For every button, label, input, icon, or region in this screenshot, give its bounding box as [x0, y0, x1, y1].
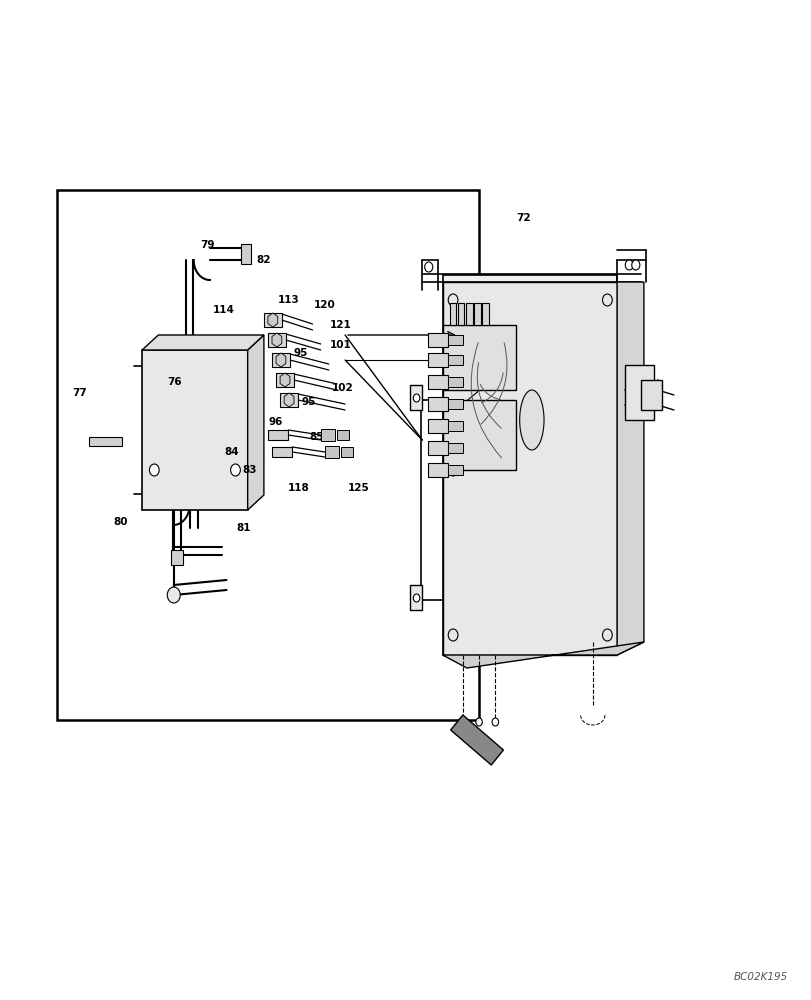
Text: 96: 96 [268, 417, 283, 427]
Bar [337, 430, 349, 440]
Bar [320, 429, 335, 441]
Bar [264, 313, 281, 327]
Text: 113: 113 [277, 295, 298, 305]
Polygon shape [142, 335, 264, 350]
Bar [268, 430, 288, 440]
Circle shape [602, 294, 611, 306]
Text: 80: 80 [113, 517, 127, 527]
Circle shape [167, 587, 180, 603]
Bar [427, 397, 448, 411]
Polygon shape [272, 333, 281, 347]
Text: 79: 79 [200, 240, 214, 250]
Polygon shape [442, 282, 616, 655]
Text: 120: 120 [314, 300, 335, 310]
Circle shape [459, 718, 466, 726]
Bar [442, 325, 515, 390]
Text: 125: 125 [348, 483, 369, 493]
Circle shape [475, 718, 482, 726]
Polygon shape [280, 373, 290, 387]
Polygon shape [276, 353, 285, 367]
Text: 114: 114 [212, 305, 234, 315]
Text: BC02K195: BC02K195 [732, 972, 787, 982]
Circle shape [149, 464, 159, 476]
Bar [427, 375, 448, 389]
Ellipse shape [519, 390, 543, 450]
Bar [341, 447, 353, 457]
Bar [448, 335, 462, 345]
Text: 121: 121 [330, 320, 351, 330]
Polygon shape [616, 282, 643, 655]
Bar [410, 385, 422, 410]
Bar [474, 303, 480, 325]
Bar [427, 441, 448, 455]
Text: 83: 83 [242, 465, 257, 475]
Text: 72: 72 [516, 213, 530, 223]
Text: 102: 102 [332, 383, 353, 393]
Circle shape [448, 294, 457, 306]
Polygon shape [450, 715, 503, 765]
Polygon shape [247, 335, 264, 510]
Bar [280, 393, 298, 407]
Polygon shape [442, 642, 643, 668]
Bar [624, 365, 653, 420]
Bar [442, 400, 515, 470]
Circle shape [631, 260, 639, 270]
Bar [272, 353, 290, 367]
Bar [448, 443, 462, 453]
Circle shape [448, 629, 457, 641]
Bar [448, 465, 462, 475]
Bar [142, 350, 247, 510]
Circle shape [448, 464, 457, 476]
Text: 118: 118 [288, 483, 309, 493]
Text: 76: 76 [167, 377, 182, 387]
Bar [641, 380, 661, 410]
Circle shape [624, 260, 633, 270]
Bar [482, 303, 488, 325]
Bar [427, 419, 448, 433]
Polygon shape [284, 393, 294, 407]
Bar [457, 303, 464, 325]
Bar [89, 437, 122, 446]
Text: 95: 95 [301, 397, 315, 407]
Bar [427, 333, 448, 347]
Text: 81: 81 [236, 523, 251, 533]
Bar [448, 355, 462, 365]
Text: 95: 95 [293, 348, 307, 358]
Bar [324, 446, 339, 458]
Bar [427, 353, 448, 367]
Text: 77: 77 [72, 388, 87, 398]
Bar [268, 333, 285, 347]
Bar [442, 275, 616, 655]
Bar [272, 447, 292, 457]
Bar [170, 550, 182, 565]
Circle shape [413, 594, 419, 602]
Circle shape [230, 464, 240, 476]
Text: 85: 85 [309, 432, 324, 442]
Bar [57, 190, 478, 720]
Circle shape [602, 629, 611, 641]
Bar [448, 421, 462, 431]
Bar [276, 373, 294, 387]
Bar [448, 399, 462, 409]
Circle shape [424, 262, 432, 272]
Bar [410, 585, 422, 610]
Bar [449, 303, 456, 325]
Polygon shape [268, 313, 277, 327]
Text: 82: 82 [256, 255, 271, 265]
Bar [448, 377, 462, 387]
Text: 84: 84 [224, 447, 238, 457]
Circle shape [413, 394, 419, 402]
Text: 101: 101 [330, 340, 351, 350]
Circle shape [491, 718, 498, 726]
Bar [466, 303, 472, 325]
Bar [240, 244, 250, 264]
Bar [427, 463, 448, 477]
